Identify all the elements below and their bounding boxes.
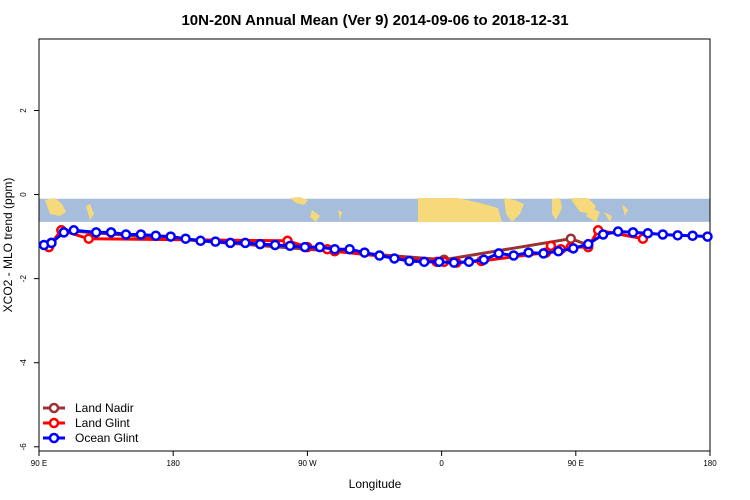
data-point <box>582 238 594 250</box>
legend-swatch-marker <box>48 432 60 444</box>
data-point <box>545 240 557 252</box>
data-point <box>329 243 340 255</box>
data-point <box>702 231 713 242</box>
legend-label: Land Glint <box>75 416 130 430</box>
y-tick-label: -4 <box>19 359 28 367</box>
x-axis-label: Longitude <box>349 477 402 491</box>
map-land <box>45 197 628 222</box>
data-point <box>612 226 624 237</box>
legend-swatch-marker <box>48 402 60 414</box>
x-tick-label: 90 E <box>568 459 584 468</box>
data-point <box>642 227 654 239</box>
data-point <box>240 237 251 249</box>
x-tick-label: 0 <box>439 459 444 468</box>
x-tick-label: 180 <box>167 459 181 468</box>
legend-label: Land Nadir <box>75 401 134 415</box>
legend-swatch-marker <box>48 417 60 429</box>
y-tick-label: -6 <box>19 443 28 451</box>
data-point <box>225 237 236 249</box>
y-tick-label: 2 <box>19 108 28 113</box>
x-tick-label: 180 <box>703 459 717 468</box>
data-point <box>83 233 94 244</box>
data-point <box>180 233 191 244</box>
y-axis: 2 0 -2 -4 -6 <box>19 108 39 451</box>
y-tick-label: -2 <box>19 275 28 283</box>
data-point <box>418 256 430 268</box>
data-point <box>58 227 70 238</box>
data-point <box>314 241 326 253</box>
data-point <box>135 229 147 240</box>
data-point <box>359 247 370 258</box>
data-point <box>299 241 311 253</box>
data-point <box>565 233 577 244</box>
data-point <box>672 230 683 241</box>
series-line <box>43 228 708 265</box>
x-tick-label: 90 E <box>31 459 47 468</box>
y-tick-label: 0 <box>19 192 28 197</box>
data-point <box>404 255 415 267</box>
map-band <box>39 197 710 222</box>
data-point <box>568 243 579 254</box>
data-point <box>627 227 639 238</box>
data-point <box>105 227 117 238</box>
data-point <box>195 235 206 247</box>
data-point <box>478 254 490 265</box>
data-point <box>269 239 281 251</box>
data-point <box>687 230 698 242</box>
data-point <box>284 240 296 252</box>
data-point <box>463 256 475 268</box>
data-point <box>657 229 669 240</box>
data-point <box>374 250 385 261</box>
y-axis-label: XCO2 - MLO trend (ppm) <box>1 178 15 313</box>
legend-item: Land Nadir <box>43 401 134 415</box>
data-point <box>150 230 162 242</box>
legend-item: Ocean Glint <box>43 431 139 445</box>
data-point <box>448 257 460 268</box>
data-point <box>254 238 266 250</box>
series-ocean-glint <box>38 225 713 268</box>
data-point <box>523 247 534 258</box>
data-point <box>508 250 519 261</box>
x-tick-label: 90 W <box>298 459 317 468</box>
data-point <box>433 256 445 268</box>
legend-item: Land Glint <box>43 416 130 430</box>
data-point <box>210 236 221 247</box>
data-point <box>389 253 400 264</box>
series-layer <box>38 225 713 268</box>
data-point <box>493 248 505 259</box>
data-point <box>344 243 355 255</box>
data-point <box>597 229 609 240</box>
chart-title: 10N-20N Annual Mean (Ver 9) 2014-09-06 t… <box>181 12 568 29</box>
data-point <box>46 237 57 249</box>
data-point <box>538 248 549 259</box>
data-point <box>68 225 80 236</box>
x-axis: 90 E 180 90 W 0 90 E 180 <box>31 451 717 468</box>
map-ocean <box>39 198 710 222</box>
data-point <box>120 229 132 240</box>
plot-frame <box>38 38 711 452</box>
data-point <box>553 246 564 257</box>
data-point <box>90 227 102 238</box>
data-point <box>165 231 176 242</box>
legend-label: Ocean Glint <box>75 431 139 445</box>
